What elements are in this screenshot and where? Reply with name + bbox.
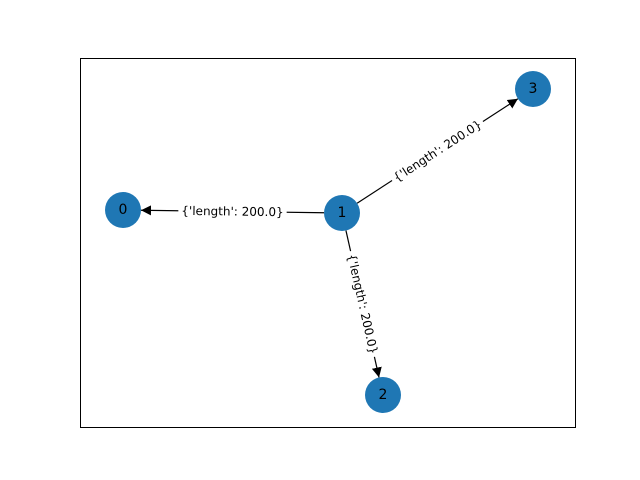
node-1: 1	[324, 195, 360, 231]
plot-frame	[80, 58, 576, 428]
node-label: 3	[529, 81, 538, 97]
edge-label-1-3: {'length': 200.0}	[387, 114, 488, 188]
node-label: 2	[379, 387, 388, 403]
edge-label-text: {'length': 200.0}	[391, 117, 484, 184]
node-label: 0	[119, 202, 128, 218]
node-0: 0	[105, 192, 141, 228]
edge-label-1-0: {'length': 200.0}	[178, 202, 287, 221]
node-2: 2	[365, 377, 401, 413]
edge-label-text: {'length': 200.0}	[181, 204, 284, 219]
node-label: 1	[338, 205, 347, 221]
node-3: 3	[515, 71, 551, 107]
edge-label-1-2: {'length': 200.0}	[342, 249, 383, 359]
